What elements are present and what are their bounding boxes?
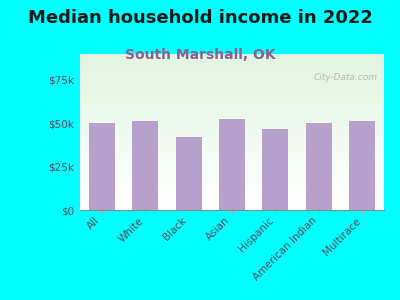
- Bar: [219, 119, 245, 210]
- Text: South Marshall, OK: South Marshall, OK: [125, 48, 275, 62]
- Bar: [262, 128, 288, 210]
- Bar: [132, 121, 158, 210]
- Bar: [349, 121, 375, 210]
- Bar: [306, 123, 332, 210]
- Bar: [176, 137, 202, 210]
- Text: City-Data.com: City-Data.com: [314, 73, 378, 82]
- Bar: [89, 123, 115, 210]
- Text: Median household income in 2022: Median household income in 2022: [28, 9, 372, 27]
